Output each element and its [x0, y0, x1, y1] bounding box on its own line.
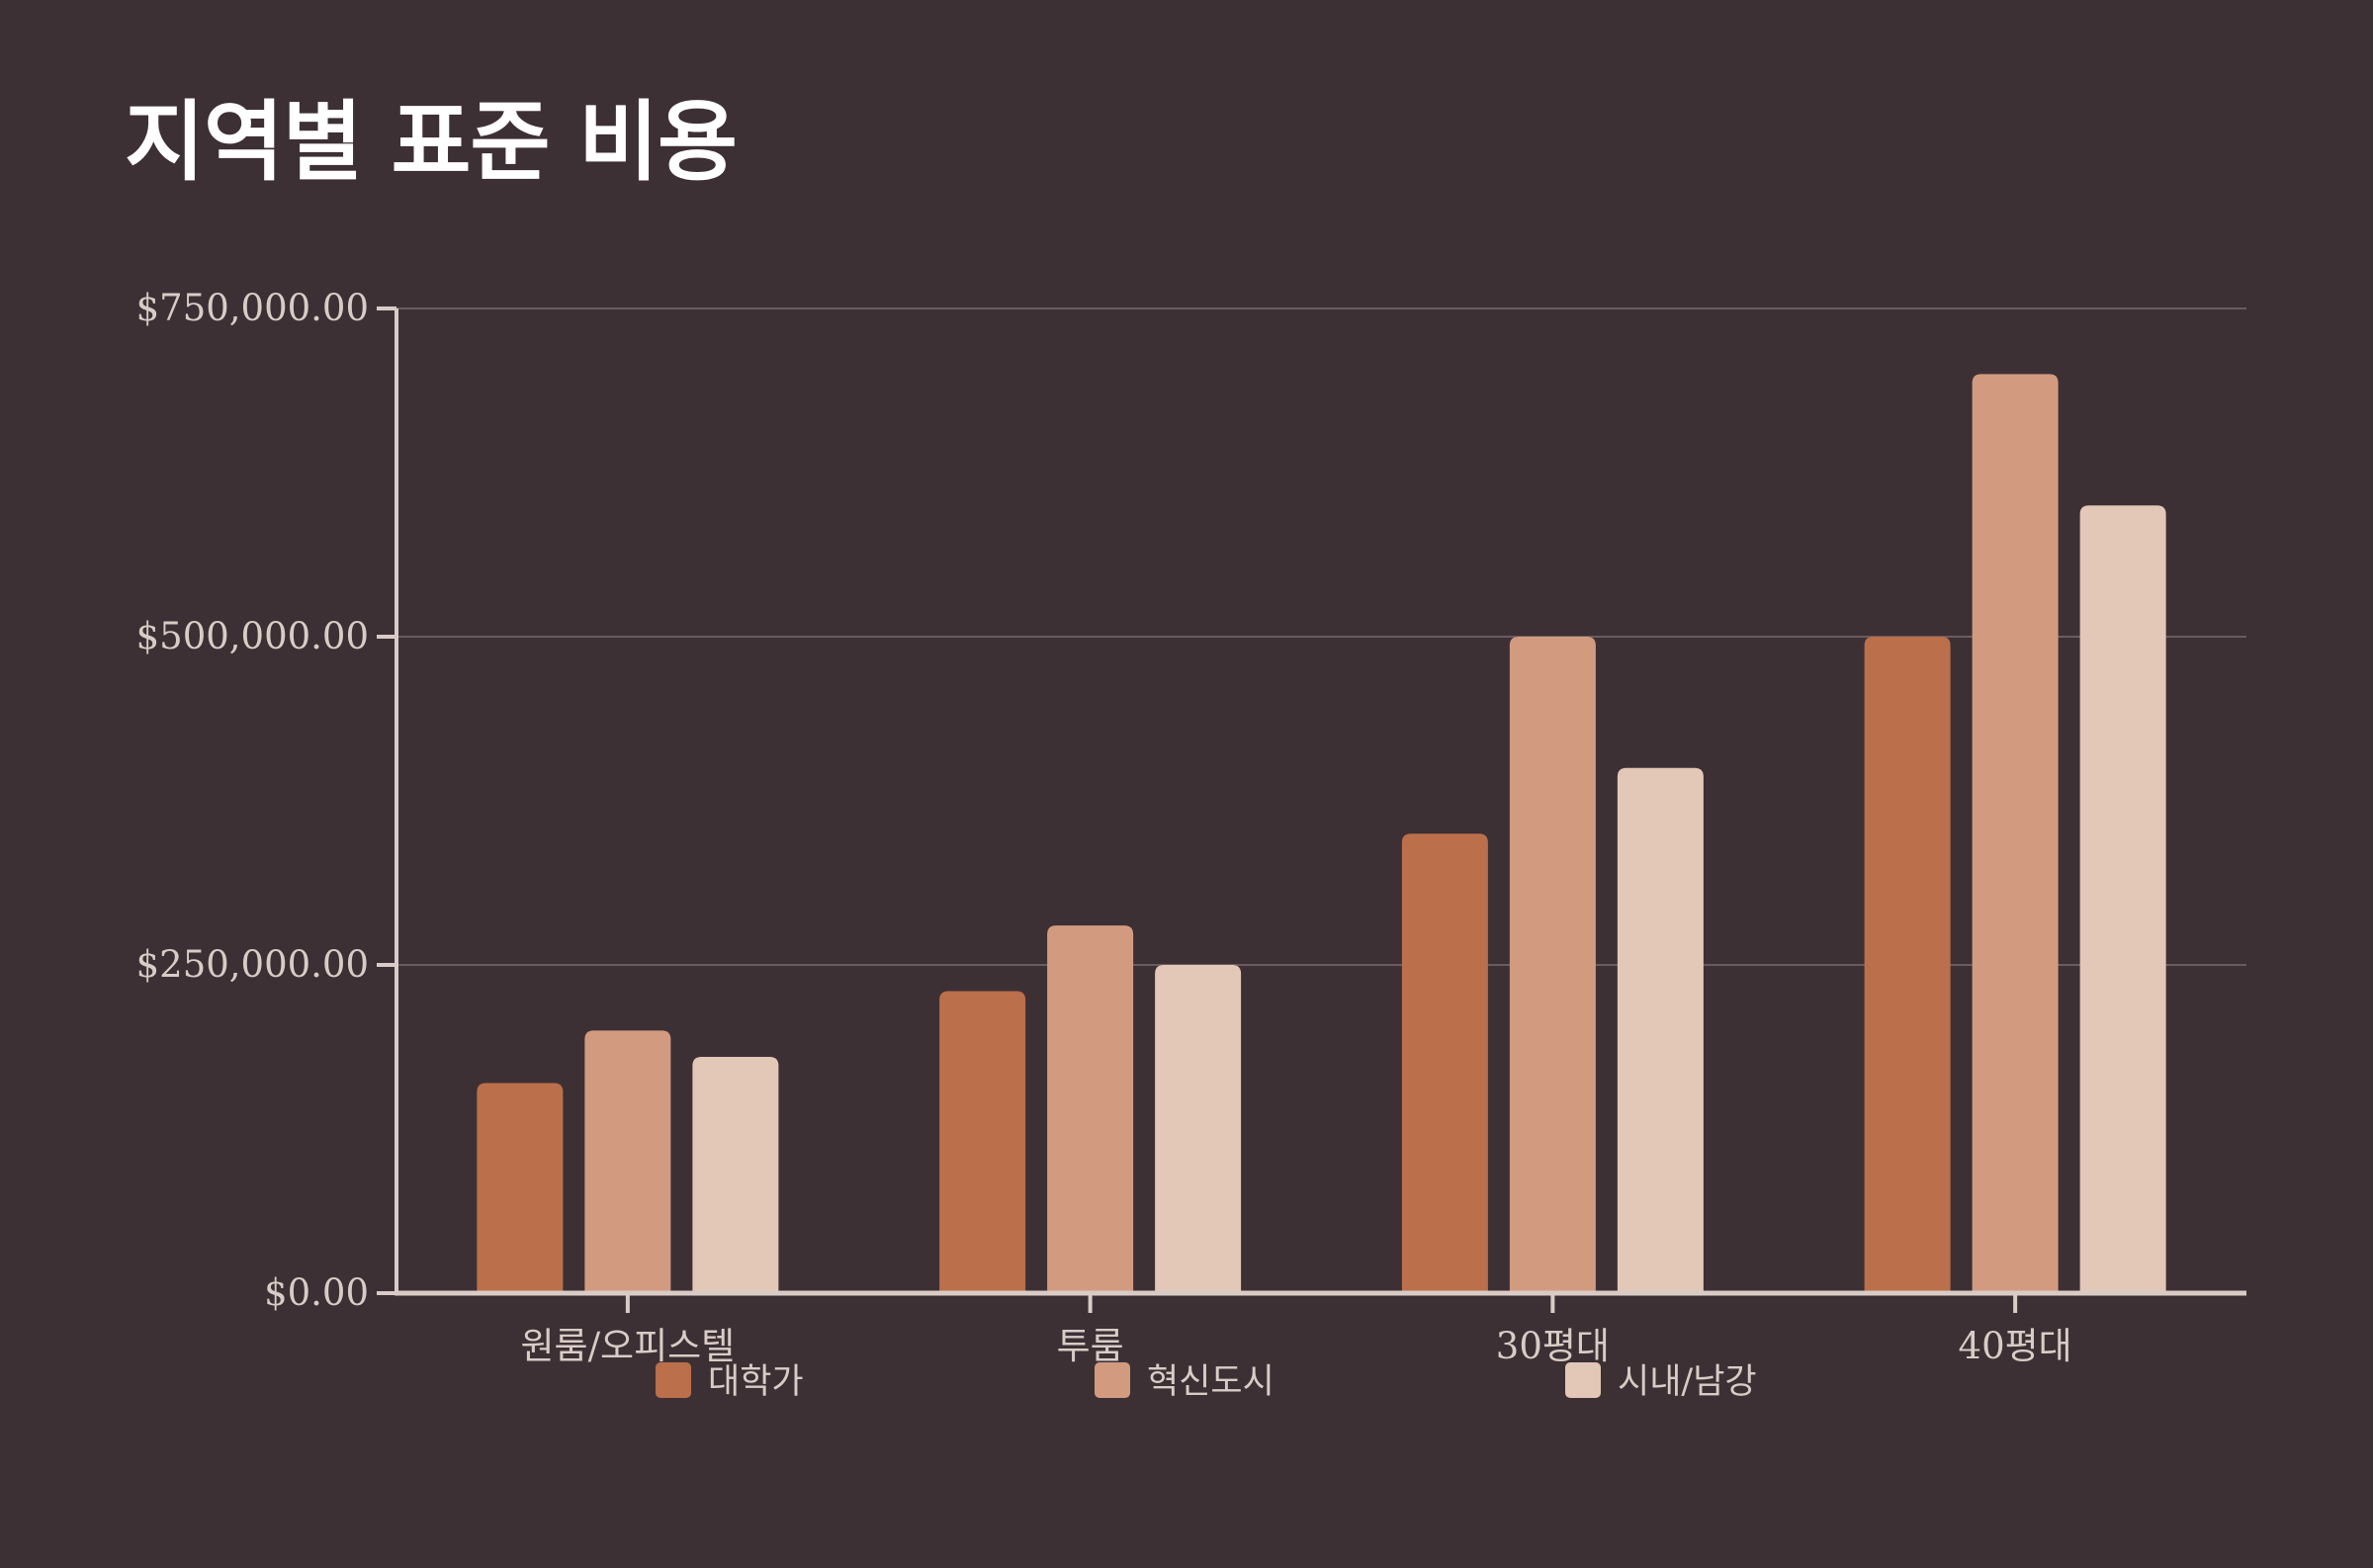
- x-tick-label: 30평대: [1496, 1325, 1610, 1367]
- legend-item: 대학가: [656, 1362, 804, 1402]
- legend-swatch: [1095, 1362, 1130, 1398]
- bar-2-1: [584, 1030, 671, 1293]
- x-tick-label: 투룸: [1057, 1325, 1124, 1367]
- bar-2-2: [1047, 925, 1134, 1293]
- y-tick-label: $0.00: [264, 1271, 369, 1314]
- y-tick-label: $500,000.00: [136, 615, 369, 657]
- bar-3-2: [1155, 965, 1242, 1293]
- bar-3-1: [692, 1056, 779, 1293]
- legend-swatch: [1565, 1362, 1601, 1398]
- bar-1-2: [939, 991, 1026, 1293]
- bar-2-4: [1972, 374, 2059, 1293]
- grid-lines: [396, 307, 2246, 966]
- legend-swatch: [656, 1362, 691, 1398]
- bar-1-4: [1864, 637, 1951, 1293]
- legend-label: 대학가: [708, 1362, 804, 1402]
- chart-title: 지역별 표준 비용: [125, 91, 738, 193]
- y-tick-label: $750,000.00: [136, 287, 369, 329]
- legend-item: 혁신도시: [1095, 1362, 1274, 1402]
- legend: 대학가 혁신도시 시내/남강: [656, 1362, 1757, 1402]
- legend-item: 시내/남강: [1565, 1362, 1757, 1402]
- legend-label: 혁신도시: [1147, 1362, 1274, 1402]
- axis-labels: $0.00 $250,000.00 $500,000.00 $750,000.00 원룸…: [136, 287, 2072, 1367]
- bar-1-3: [1401, 833, 1488, 1293]
- bar-3-3: [1617, 767, 1704, 1293]
- bars: [477, 374, 2166, 1293]
- y-tick-label: $250,000.00: [136, 943, 369, 986]
- legend-label: 시내/남강: [1618, 1362, 1757, 1402]
- axes: [377, 306, 2246, 1313]
- bar-3-4: [2079, 505, 2166, 1293]
- bar-2-3: [1509, 637, 1596, 1293]
- x-tick-label: 원룸/오피스텔: [521, 1325, 736, 1367]
- x-tick-label: 40평대: [1959, 1325, 2072, 1367]
- bar-1-1: [477, 1083, 564, 1293]
